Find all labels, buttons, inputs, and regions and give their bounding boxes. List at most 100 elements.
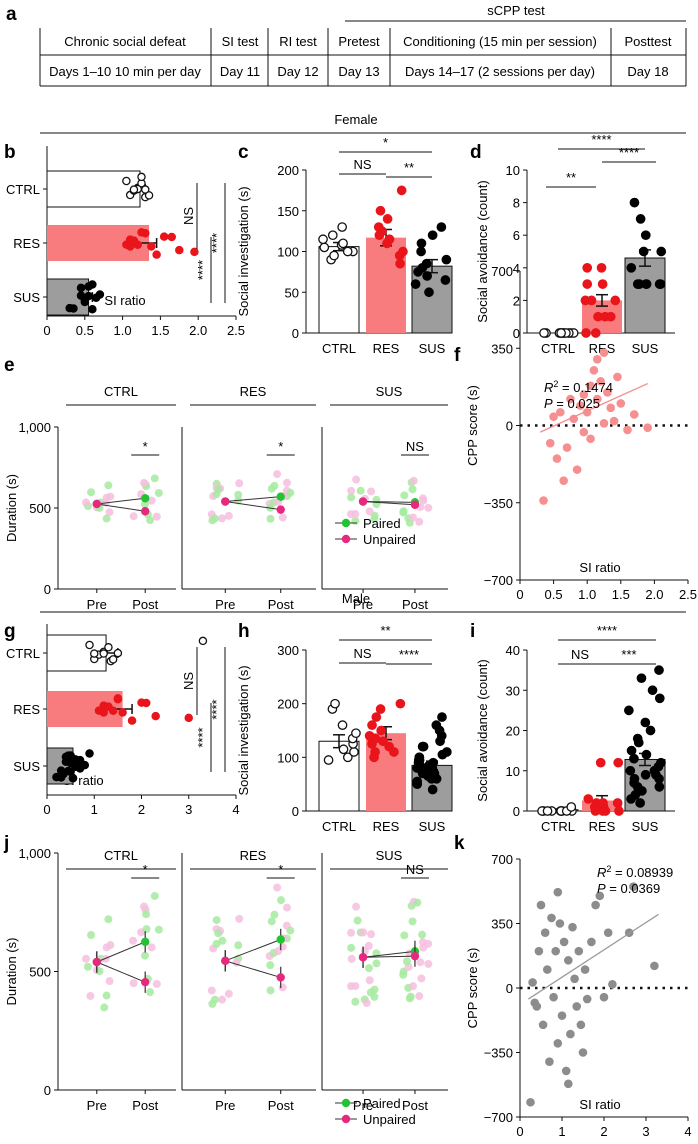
category-label-sus: SUS [632, 341, 659, 356]
category-label-sus: SUS [419, 341, 446, 356]
significance-label: * [143, 862, 148, 877]
y-tick-label: −700 [484, 1110, 513, 1125]
timeline-header-4: Pretest [338, 34, 380, 49]
mean-point-unpaired [410, 951, 420, 961]
subject-point [105, 977, 114, 986]
x-tick-label-post: Post [132, 597, 158, 612]
data-point [104, 643, 113, 652]
x-tick-label: 1.0 [578, 587, 596, 602]
subject-point [273, 470, 282, 479]
data-point [342, 246, 353, 257]
data-point [526, 1097, 535, 1107]
data-point [613, 372, 622, 382]
significance-label: NS [181, 207, 196, 225]
subject-point [207, 986, 216, 995]
data-point [576, 401, 585, 410]
data-point [88, 280, 97, 289]
subject-point [129, 936, 138, 945]
mean-point-unpaired [358, 953, 368, 962]
subject-point [224, 989, 233, 998]
significance-label: **** [209, 699, 224, 719]
subject-point [150, 891, 159, 900]
category-label-sus: SUS [419, 819, 446, 834]
subject-point [409, 476, 418, 485]
data-point [609, 416, 619, 426]
data-point [137, 228, 146, 237]
data-point [99, 649, 108, 658]
subject-point [140, 500, 149, 509]
subject-point [277, 896, 286, 905]
r2-value: = 0.1474 [558, 380, 613, 395]
x-tick-label: 2 [600, 1124, 607, 1139]
subject-point [353, 916, 362, 925]
subject-point [210, 995, 219, 1004]
mean-point-paired [141, 494, 150, 503]
y-tick-label: 150 [277, 204, 299, 219]
subject-point [152, 512, 161, 521]
data-point [556, 328, 566, 338]
subject-point [105, 508, 114, 517]
subject-point [140, 902, 149, 911]
y-axis-title: Social investigation (s) [236, 186, 251, 316]
data-point [337, 222, 348, 232]
data-point [651, 769, 661, 780]
y-tick-label: 700 [491, 852, 513, 867]
data-point [90, 649, 99, 658]
significance-label: **** [591, 132, 611, 147]
data-point [184, 713, 193, 723]
timeline-day-4: Day 13 [338, 64, 379, 79]
subject-point [210, 514, 219, 523]
subject-point [424, 939, 433, 948]
y-tick-label: 2 [513, 293, 520, 308]
legend-marker-paired [341, 518, 351, 528]
mean-line-paired [362, 950, 416, 958]
subject-point [267, 917, 276, 926]
y-tick-label: 500 [29, 501, 51, 516]
data-point [424, 760, 434, 771]
data-point [638, 246, 649, 257]
y-tick-label: 10 [506, 163, 520, 178]
subject-point [218, 936, 227, 945]
subject-point [278, 942, 287, 951]
significance-label: NS [406, 439, 424, 454]
data-point [198, 636, 208, 646]
chart-k-cpp-scatter-male: 0 1 2 3 4 −700 −350 0 350 700 CPP score (s) SI rati… [465, 852, 692, 1139]
significance-label: **** [209, 233, 224, 253]
data-point [542, 806, 553, 816]
subject-point [95, 967, 104, 976]
subject-point [82, 954, 91, 963]
y-tick-label: 100 [277, 245, 299, 260]
data-point [375, 704, 386, 714]
mean-line-paired [225, 939, 281, 962]
data-point [556, 407, 565, 417]
x-tick-label-pre: Pre [353, 597, 373, 612]
data-point [568, 922, 577, 932]
data-point [582, 279, 593, 289]
data-point [539, 328, 549, 338]
mean-line-paired [96, 497, 146, 505]
data-point [595, 757, 606, 768]
subject-point [235, 479, 244, 488]
data-point [559, 937, 569, 947]
data-point [528, 978, 537, 987]
data-point [549, 992, 558, 1002]
data-point [629, 753, 639, 764]
subject-point [351, 510, 360, 519]
regression-line [539, 382, 648, 433]
data-point [549, 412, 558, 421]
data-point [66, 758, 75, 768]
subject-point [406, 992, 415, 1001]
data-point [599, 348, 609, 357]
annotation-p: P = 0.0369 [597, 881, 660, 896]
p-value: = 0.0369 [606, 881, 661, 896]
y-axis-title: Duration (s) [4, 474, 19, 542]
x-tick-label: 2.5 [679, 587, 697, 602]
data-point [543, 965, 552, 974]
y-tick-label: 200 [277, 163, 299, 178]
y-tick-label: 100 [277, 750, 299, 765]
category-label-res: RES [13, 702, 40, 717]
subject-point [347, 954, 356, 963]
data-point [635, 798, 645, 808]
data-point [572, 1002, 581, 1011]
